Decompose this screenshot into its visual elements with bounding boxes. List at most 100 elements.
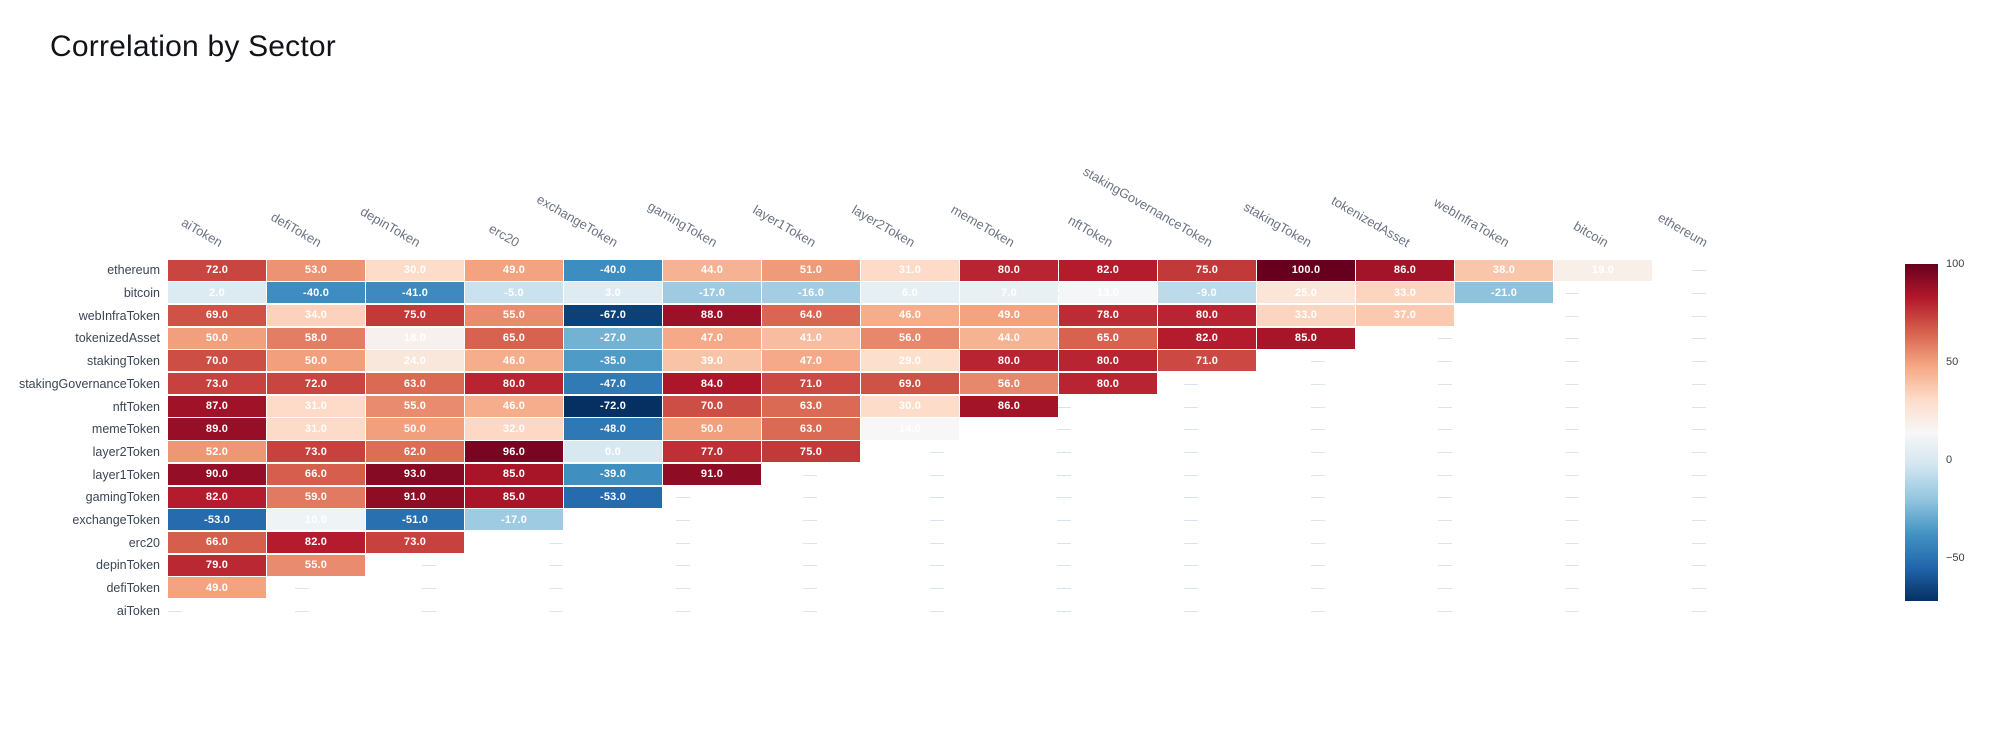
- heatmap-cell-webInfraToken-nftToken[interactable]: 78.0: [1059, 304, 1157, 327]
- heatmap-cell-ethereum-tokenizedAsset[interactable]: 86.0: [1356, 259, 1454, 281]
- heatmap-cell-ethereum-bitcoin[interactable]: 19.0: [1554, 259, 1652, 281]
- heatmap-cell-layer2Token-exchangeToken[interactable]: 0.0: [564, 441, 662, 463]
- heatmap-cell-gamingToken-aiToken[interactable]: 82.0: [168, 486, 266, 508]
- heatmap-cell-bitcoin-layer1Token[interactable]: -16.0: [762, 282, 860, 304]
- heatmap-cell-stakingToken-layer1Token[interactable]: 47.0: [762, 350, 860, 372]
- heatmap-cell-exchangeToken-erc20[interactable]: -17.0: [465, 509, 563, 531]
- heatmap-cell-bitcoin-exchangeToken[interactable]: 3.0: [564, 282, 662, 304]
- heatmap-cell-exchangeToken-aiToken[interactable]: -53.0: [168, 509, 266, 531]
- heatmap-cell-nftToken-gamingToken[interactable]: 70.0: [663, 395, 761, 417]
- heatmap-cell-tokenizedAsset-erc20[interactable]: 65.0: [465, 327, 563, 349]
- heatmap-cell-memeToken-aiToken[interactable]: 89.0: [168, 418, 266, 440]
- heatmap-cell-stakingGovernanceToken-gamingToken[interactable]: 84.0: [663, 373, 761, 395]
- heatmap-cell-tokenizedAsset-stakingToken[interactable]: 85.0: [1257, 327, 1355, 349]
- heatmap-cell-webInfraToken-layer1Token[interactable]: 64.0: [762, 304, 860, 327]
- heatmap-cell-tokenizedAsset-layer2Token[interactable]: 56.0: [861, 327, 959, 349]
- heatmap-cell-tokenizedAsset-defiToken[interactable]: 58.0: [267, 327, 365, 349]
- heatmap-cell-tokenizedAsset-gamingToken[interactable]: 47.0: [663, 327, 761, 349]
- heatmap-cell-stakingGovernanceToken-memeToken[interactable]: 56.0: [960, 373, 1058, 395]
- heatmap-cell-stakingToken-memeToken[interactable]: 80.0: [960, 350, 1058, 372]
- heatmap-cell-depinToken-defiToken[interactable]: 55.0: [267, 554, 365, 576]
- heatmap-cell-stakingGovernanceToken-defiToken[interactable]: 72.0: [267, 373, 365, 395]
- heatmap-cell-bitcoin-memeToken[interactable]: 7.0: [960, 282, 1058, 304]
- heatmap-cell-erc20-aiToken[interactable]: 66.0: [168, 531, 266, 554]
- heatmap-cell-nftToken-memeToken[interactable]: 86.0: [960, 395, 1058, 417]
- heatmap-cell-bitcoin-webInfraToken[interactable]: -21.0: [1455, 282, 1553, 304]
- heatmap-cell-stakingToken-aiToken[interactable]: 70.0: [168, 350, 266, 372]
- heatmap-cell-webInfraToken-gamingToken[interactable]: 88.0: [663, 304, 761, 327]
- heatmap-cell-ethereum-gamingToken[interactable]: 44.0: [663, 259, 761, 281]
- heatmap-cell-exchangeToken-defiToken[interactable]: 10.0: [267, 509, 365, 531]
- heatmap-cell-webInfraToken-erc20[interactable]: 55.0: [465, 304, 563, 327]
- heatmap-cell-memeToken-exchangeToken[interactable]: -48.0: [564, 418, 662, 440]
- heatmap-cell-exchangeToken-depinToken[interactable]: -51.0: [366, 509, 464, 531]
- heatmap-cell-layer2Token-depinToken[interactable]: 62.0: [366, 441, 464, 463]
- heatmap-cell-layer2Token-gamingToken[interactable]: 77.0: [663, 441, 761, 463]
- heatmap-cell-memeToken-depinToken[interactable]: 50.0: [366, 418, 464, 440]
- heatmap-cell-stakingToken-gamingToken[interactable]: 39.0: [663, 350, 761, 372]
- heatmap-cell-depinToken-aiToken[interactable]: 79.0: [168, 554, 266, 576]
- heatmap-cell-tokenizedAsset-aiToken[interactable]: 50.0: [168, 327, 266, 349]
- heatmap-cell-webInfraToken-depinToken[interactable]: 75.0: [366, 304, 464, 327]
- heatmap-cell-layer1Token-erc20[interactable]: 85.0: [465, 463, 563, 485]
- heatmap-cell-stakingGovernanceToken-layer2Token[interactable]: 69.0: [861, 373, 959, 395]
- heatmap-cell-webInfraToken-memeToken[interactable]: 49.0: [960, 304, 1058, 327]
- heatmap-cell-stakingToken-layer2Token[interactable]: 29.0: [861, 350, 959, 372]
- heatmap-cell-ethereum-depinToken[interactable]: 30.0: [366, 259, 464, 281]
- heatmap-cell-defiToken-aiToken[interactable]: 49.0: [168, 577, 266, 599]
- heatmap-cell-bitcoin-nftToken[interactable]: 13.0: [1059, 282, 1157, 304]
- heatmap-cell-bitcoin-depinToken[interactable]: -41.0: [366, 282, 464, 304]
- heatmap-cell-webInfraToken-aiToken[interactable]: 69.0: [168, 304, 266, 327]
- heatmap-cell-webInfraToken-stakingToken[interactable]: 33.0: [1257, 304, 1355, 327]
- heatmap-cell-gamingToken-erc20[interactable]: 85.0: [465, 486, 563, 508]
- heatmap-cell-layer1Token-depinToken[interactable]: 93.0: [366, 463, 464, 485]
- heatmap-cell-nftToken-layer1Token[interactable]: 63.0: [762, 395, 860, 417]
- heatmap-cell-layer1Token-exchangeToken[interactable]: -39.0: [564, 463, 662, 485]
- heatmap-cell-ethereum-webInfraToken[interactable]: 38.0: [1455, 259, 1553, 281]
- heatmap-cell-ethereum-stakingToken[interactable]: 100.0: [1257, 259, 1355, 281]
- heatmap-cell-bitcoin-gamingToken[interactable]: -17.0: [663, 282, 761, 304]
- heatmap-cell-nftToken-depinToken[interactable]: 55.0: [366, 395, 464, 417]
- heatmap-cell-webInfraToken-layer2Token[interactable]: 46.0: [861, 304, 959, 327]
- heatmap-cell-stakingGovernanceToken-depinToken[interactable]: 63.0: [366, 373, 464, 395]
- heatmap-cell-erc20-defiToken[interactable]: 82.0: [267, 531, 365, 554]
- heatmap-cell-tokenizedAsset-nftToken[interactable]: 65.0: [1059, 327, 1157, 349]
- heatmap-cell-webInfraToken-exchangeToken[interactable]: -67.0: [564, 304, 662, 327]
- heatmap-cell-tokenizedAsset-memeToken[interactable]: 44.0: [960, 327, 1058, 349]
- heatmap-cell-bitcoin-erc20[interactable]: -5.0: [465, 282, 563, 304]
- heatmap-cell-ethereum-memeToken[interactable]: 80.0: [960, 259, 1058, 281]
- heatmap-cell-stakingToken-exchangeToken[interactable]: -35.0: [564, 350, 662, 372]
- heatmap-cell-bitcoin-stakingGovernanceToken[interactable]: -9.0: [1158, 282, 1256, 304]
- heatmap-cell-nftToken-aiToken[interactable]: 87.0: [168, 395, 266, 417]
- heatmap-cell-gamingToken-exchangeToken[interactable]: -53.0: [564, 486, 662, 508]
- heatmap-cell-nftToken-erc20[interactable]: 46.0: [465, 395, 563, 417]
- heatmap-cell-tokenizedAsset-exchangeToken[interactable]: -27.0: [564, 327, 662, 349]
- heatmap-cell-bitcoin-layer2Token[interactable]: 6.0: [861, 282, 959, 304]
- heatmap-cell-ethereum-layer1Token[interactable]: 51.0: [762, 259, 860, 281]
- heatmap-cell-stakingToken-erc20[interactable]: 46.0: [465, 350, 563, 372]
- heatmap-cell-layer1Token-aiToken[interactable]: 90.0: [168, 463, 266, 485]
- heatmap-cell-stakingGovernanceToken-erc20[interactable]: 80.0: [465, 373, 563, 395]
- heatmap-cell-memeToken-gamingToken[interactable]: 50.0: [663, 418, 761, 440]
- heatmap-cell-bitcoin-aiToken[interactable]: 2.0: [168, 282, 266, 304]
- heatmap-cell-webInfraToken-stakingGovernanceToken[interactable]: 80.0: [1158, 304, 1256, 327]
- heatmap-cell-stakingGovernanceToken-exchangeToken[interactable]: -47.0: [564, 373, 662, 395]
- heatmap-cell-ethereum-defiToken[interactable]: 53.0: [267, 259, 365, 281]
- heatmap-cell-gamingToken-depinToken[interactable]: 91.0: [366, 486, 464, 508]
- heatmap-cell-stakingToken-nftToken[interactable]: 80.0: [1059, 350, 1157, 372]
- heatmap-cell-nftToken-defiToken[interactable]: 31.0: [267, 395, 365, 417]
- heatmap-cell-gamingToken-defiToken[interactable]: 59.0: [267, 486, 365, 508]
- heatmap-cell-erc20-depinToken[interactable]: 73.0: [366, 531, 464, 554]
- heatmap-cell-ethereum-aiToken[interactable]: 72.0: [168, 259, 266, 281]
- heatmap-cell-ethereum-exchangeToken[interactable]: -40.0: [564, 259, 662, 281]
- heatmap-cell-stakingGovernanceToken-nftToken[interactable]: 80.0: [1059, 373, 1157, 395]
- heatmap-cell-layer2Token-aiToken[interactable]: 52.0: [168, 441, 266, 463]
- heatmap-cell-ethereum-erc20[interactable]: 49.0: [465, 259, 563, 281]
- heatmap-cell-stakingToken-stakingGovernanceToken[interactable]: 71.0: [1158, 350, 1256, 372]
- heatmap-cell-layer1Token-defiToken[interactable]: 66.0: [267, 463, 365, 485]
- heatmap-cell-memeToken-erc20[interactable]: 32.0: [465, 418, 563, 440]
- heatmap-cell-webInfraToken-defiToken[interactable]: 34.0: [267, 304, 365, 327]
- heatmap-cell-bitcoin-stakingToken[interactable]: 25.0: [1257, 282, 1355, 304]
- heatmap-cell-memeToken-layer1Token[interactable]: 63.0: [762, 418, 860, 440]
- heatmap-cell-ethereum-stakingGovernanceToken[interactable]: 75.0: [1158, 259, 1256, 281]
